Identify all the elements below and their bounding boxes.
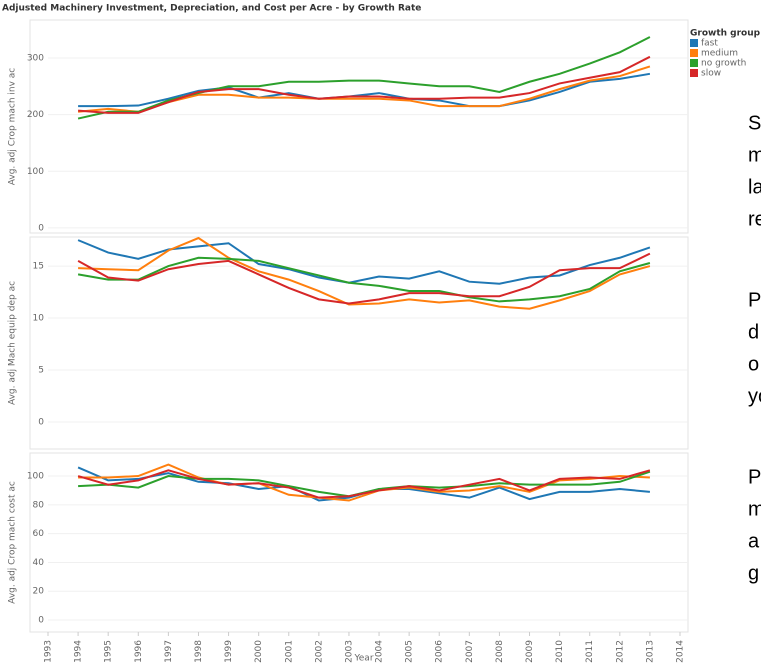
legend-swatch — [690, 59, 698, 67]
side-text: a — [748, 530, 760, 552]
y-tick-label: 60 — [33, 529, 45, 539]
side-text: S — [748, 112, 761, 134]
y-tick-label: 40 — [33, 558, 45, 568]
side-text: m — [748, 498, 761, 520]
y-tick-label: 0 — [38, 417, 44, 427]
x-tick-label: 1999 — [224, 640, 234, 663]
y-tick-label: 5 — [38, 366, 44, 376]
x-tick-label: 2012 — [615, 640, 625, 663]
x-tick-label: 1996 — [134, 640, 144, 663]
x-tick-label: 2013 — [645, 640, 655, 663]
y-tick-label: 0 — [38, 223, 44, 233]
legend-label: fast — [701, 39, 718, 49]
x-tick-label: 2007 — [465, 640, 475, 663]
x-tick-label: 2001 — [284, 640, 294, 663]
panel — [29, 19, 689, 234]
x-tick-label: 2005 — [405, 640, 415, 663]
x-tick-label: 2003 — [344, 640, 354, 663]
y-axis-title: Avg. adj Crop mach cost ac — [8, 481, 18, 604]
y-tick-label: 0 — [38, 616, 44, 626]
x-tick-label: 2006 — [435, 640, 445, 663]
series-line — [78, 55, 651, 114]
series-line — [78, 236, 651, 310]
series-line — [77, 36, 651, 120]
side-text: d — [748, 321, 759, 343]
y-tick-label: 100 — [27, 167, 44, 177]
legend-label: medium — [701, 49, 738, 59]
x-tick-label: 1995 — [104, 640, 114, 663]
legend-label: slow — [701, 69, 721, 79]
side-text: m — [748, 144, 761, 166]
x-tick-label: 2014 — [676, 640, 686, 663]
series-line — [77, 256, 651, 303]
y-tick-label: 100 — [27, 472, 44, 482]
panel — [29, 236, 689, 450]
legend-label: no growth — [701, 59, 746, 69]
x-tick-label: 2000 — [254, 640, 264, 663]
legend-swatch — [690, 69, 698, 77]
y-axis-title: Avg. adj Mach equip dep ac — [8, 281, 18, 405]
side-text: g — [748, 562, 759, 584]
x-tick-label: 2010 — [555, 640, 565, 663]
y-axis-title: Avg. adj Crop mach inv ac — [8, 68, 18, 186]
legend-title: Growth group — [690, 29, 761, 39]
side-text: P — [748, 466, 761, 488]
series-line — [77, 252, 651, 305]
x-tick-label: 1994 — [74, 640, 84, 663]
y-tick-label: 200 — [27, 110, 44, 120]
side-text: o — [748, 353, 759, 375]
legend-swatch — [690, 39, 698, 47]
series-line — [78, 463, 650, 502]
y-tick-label: 10 — [33, 314, 45, 324]
y-tick-label: 80 — [33, 500, 45, 510]
legend-swatch — [690, 49, 698, 57]
panel — [29, 452, 689, 633]
x-tick-label: 2011 — [585, 640, 595, 663]
y-tick-label: 300 — [27, 53, 44, 63]
x-tick-label: 2004 — [375, 640, 385, 663]
x-tick-label: 2002 — [314, 640, 324, 663]
side-text: la — [748, 176, 761, 198]
x-tick-label: 2008 — [495, 640, 505, 663]
series-line — [78, 72, 651, 108]
series-line — [77, 469, 651, 499]
side-text: re — [748, 208, 761, 230]
x-tick-label: 1993 — [44, 640, 54, 663]
x-tick-label: 1997 — [164, 640, 174, 663]
side-text: P — [748, 289, 761, 311]
x-tick-label: 2009 — [525, 640, 535, 663]
x-axis-title: Year — [353, 654, 373, 663]
y-tick-label: 20 — [33, 587, 45, 597]
side-text: yo — [748, 385, 761, 407]
x-tick-label: 1998 — [194, 640, 204, 663]
y-tick-label: 15 — [33, 262, 44, 272]
chart-title: Adjusted Machinery Investment, Depreciat… — [2, 4, 421, 14]
